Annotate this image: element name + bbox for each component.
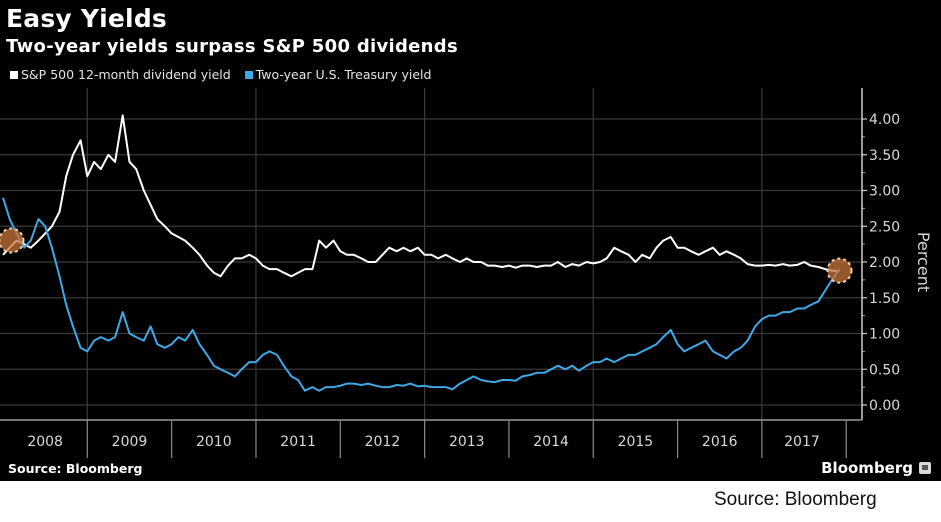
x-tick-label: 2013 — [449, 434, 485, 450]
x-tick-label: 2014 — [533, 434, 569, 450]
annotation-markers — [0, 227, 853, 284]
y-tick-label: 1.50 — [869, 291, 900, 307]
legend-swatch-white — [10, 70, 18, 79]
x-tick-label: 2016 — [702, 434, 738, 450]
series-line-treasury-yield — [2, 197, 841, 392]
x-tick-label: 2009 — [112, 434, 148, 450]
x-tick-label: 2010 — [196, 434, 232, 450]
legend-label: Two-year U.S. Treasury yield — [255, 67, 432, 82]
y-tick-label: 4.00 — [869, 112, 900, 128]
legend-item-dividend-yield: S&P 500 12-month dividend yield — [10, 67, 231, 82]
y-tick-label: 3.50 — [869, 148, 900, 164]
x-tick-label: 2015 — [618, 434, 654, 450]
plot-area: 0.00 0.50 1.00 1.50 2.00 2.50 3.00 3.50 4.00 200… — [0, 88, 933, 458]
source-caption: Source: Bloomberg — [714, 489, 877, 510]
chart-panel: Easy Yields Two-year yields surpass S&P … — [0, 0, 941, 481]
x-tick-label: 2011 — [280, 434, 316, 450]
x-tick-labels: 2008 2009 2010 2011 2012 2013 2014 2015 2016 2017 — [27, 434, 819, 450]
y-axis — [861, 88, 867, 420]
y-tick-label: 2.00 — [869, 255, 900, 271]
y-tick-label: 0.00 — [869, 398, 900, 414]
legend: S&P 500 12-month dividend yield Two-year… — [10, 67, 431, 82]
crossover-marker — [0, 227, 25, 254]
legend-label: S&P 500 12-month dividend yield — [21, 67, 231, 82]
bloomberg-logo-icon — [919, 462, 931, 474]
x-axis — [0, 419, 862, 458]
y-tick-label: 3.00 — [869, 184, 900, 200]
y-tick-label: 2.50 — [869, 219, 900, 235]
series-line-dividend-yield — [2, 114, 840, 278]
chart-subtitle: Two-year yields surpass S&P 500 dividend… — [6, 36, 458, 57]
chart-title: Easy Yields — [6, 4, 168, 33]
legend-swatch-blue — [244, 70, 253, 79]
horizontal-gridlines — [0, 118, 862, 406]
x-tick-label: 2017 — [784, 434, 820, 450]
brand-label: Bloomberg — [821, 459, 913, 477]
x-tick-label: 2012 — [365, 434, 401, 450]
legend-item-treasury-yield: Two-year U.S. Treasury yield — [244, 67, 432, 82]
bloomberg-brand: Bloomberg — [821, 459, 931, 477]
x-tick-label: 2008 — [27, 434, 63, 450]
y-tick-label: 1.00 — [869, 327, 900, 343]
y-tick-labels: 0.00 0.50 1.00 1.50 2.00 2.50 3.00 3.50 4.00 — [869, 112, 900, 414]
series-lines — [2, 114, 841, 392]
y-axis-label: Percent — [914, 232, 933, 292]
source-note: Source: Bloomberg — [8, 461, 143, 476]
y-tick-label: 0.50 — [869, 362, 900, 378]
crossover-marker — [826, 257, 853, 284]
